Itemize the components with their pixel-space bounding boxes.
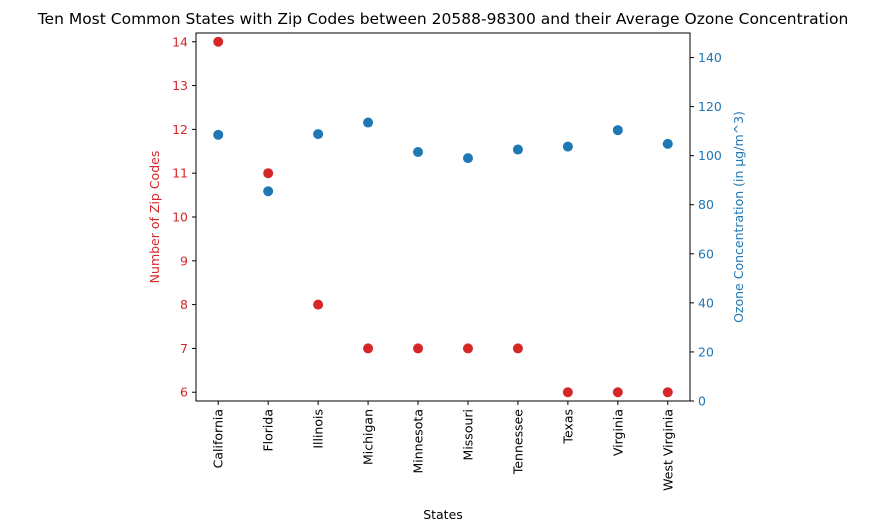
ozone-point xyxy=(213,129,224,140)
right-y-tick-label: 120 xyxy=(698,99,722,114)
zip-code-count-point xyxy=(662,387,673,398)
x-tick-label: Virginia xyxy=(610,409,625,456)
left-y-tick-label: 8 xyxy=(180,297,188,312)
zip-code-count-point xyxy=(512,343,523,354)
right-y-tick-label: 80 xyxy=(698,197,714,212)
x-tick-label: West Virginia xyxy=(660,409,675,491)
ozone-point xyxy=(612,125,623,136)
plot-frame xyxy=(195,32,691,402)
zip-code-count-point xyxy=(363,343,374,354)
left-y-tick-label: 13 xyxy=(172,78,188,93)
x-tick-label: Tennessee xyxy=(510,409,525,475)
x-axis-label: States xyxy=(423,507,463,522)
x-tick-label: Missouri xyxy=(460,409,475,460)
ozone-point xyxy=(363,117,374,128)
left-y-tick-label: 7 xyxy=(180,341,188,356)
x-tick-label: Texas xyxy=(560,409,575,445)
x-tick-label: Illinois xyxy=(311,409,326,449)
ozone-point xyxy=(462,153,473,164)
left-y-tick-label: 11 xyxy=(172,166,188,181)
ozone-point xyxy=(413,146,424,157)
zip-code-count-point xyxy=(313,299,324,310)
right-y-tick-label: 100 xyxy=(698,148,722,163)
ozone-concentration-series xyxy=(213,117,673,197)
ozone-point xyxy=(512,144,523,155)
right-y-axis: 0 20 40 60 80 100 120 140 xyxy=(690,50,722,409)
right-y-tick-label: 20 xyxy=(698,344,714,359)
zip-code-count-point xyxy=(213,36,224,47)
left-y-tick-label: 14 xyxy=(172,34,188,49)
ozone-point xyxy=(562,141,573,152)
zip-code-count-point xyxy=(612,387,623,398)
zip-code-count-point xyxy=(562,387,573,398)
left-y-tick-label: 9 xyxy=(180,253,188,268)
right-y-tick-label: 140 xyxy=(698,50,722,65)
zip-code-count-series xyxy=(213,36,673,398)
right-y-tick-label: 0 xyxy=(698,394,706,409)
zip-code-count-point xyxy=(462,343,473,354)
left-y-axis-label: Number of Zip Codes xyxy=(147,151,162,284)
right-y-tick-label: 40 xyxy=(698,295,714,310)
ozone-point xyxy=(662,138,673,149)
x-tick-label: Michigan xyxy=(361,409,376,465)
x-tick-label: Florida xyxy=(261,409,276,452)
x-tick-label: Minnesota xyxy=(411,409,426,474)
left-y-tick-label: 10 xyxy=(172,210,188,225)
ozone-point xyxy=(313,129,324,140)
left-y-tick-label: 6 xyxy=(180,385,188,400)
ozone-point xyxy=(263,186,274,197)
right-y-axis-label: Ozone Concentration (in µg/m^3) xyxy=(731,111,746,323)
zip-code-count-point xyxy=(413,343,424,354)
left-y-axis: 6 7 8 9 10 11 12 13 14 xyxy=(172,34,196,400)
x-axis: California Florida Illinois Michigan Minneso… xyxy=(211,401,675,491)
left-y-tick-label: 12 xyxy=(172,122,188,137)
chart-title: Ten Most Common States with Zip Codes be… xyxy=(37,10,849,28)
zip-code-count-point xyxy=(263,168,274,179)
x-tick-label: California xyxy=(211,409,226,468)
right-y-tick-label: 60 xyxy=(698,246,714,261)
